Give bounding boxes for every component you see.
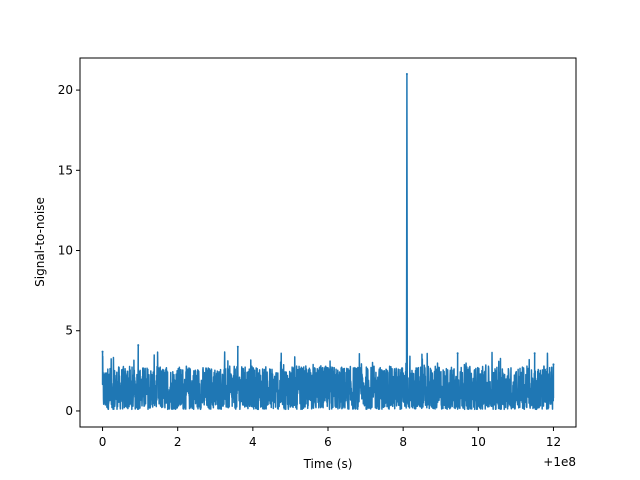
y-axis-ticks: 0 5 10 15 20 bbox=[58, 83, 80, 418]
x-tick-label: 12 bbox=[546, 435, 561, 449]
x-tick-label: 10 bbox=[471, 435, 486, 449]
x-axis-ticks: 0 2 4 6 8 10 12 bbox=[99, 427, 561, 449]
y-tick-label: 5 bbox=[65, 324, 73, 338]
x-axis-label: Time (s) bbox=[303, 457, 353, 471]
x-tick-label: 4 bbox=[249, 435, 257, 449]
y-axis-label: Signal-to-noise bbox=[33, 197, 47, 287]
data-point bbox=[236, 345, 239, 348]
data-point bbox=[456, 352, 459, 355]
plot-area bbox=[101, 73, 555, 411]
data-point bbox=[101, 350, 104, 353]
x-tick-label: 6 bbox=[324, 435, 332, 449]
data-point bbox=[533, 352, 536, 355]
y-tick-label: 20 bbox=[58, 83, 73, 97]
y-tick-label: 10 bbox=[58, 244, 73, 258]
x-tick-label: 8 bbox=[399, 435, 407, 449]
y-tick-label: 15 bbox=[58, 163, 73, 177]
x-axis-offset-label: +1e8 bbox=[543, 455, 576, 469]
series-line bbox=[101, 73, 555, 411]
data-point bbox=[137, 344, 140, 347]
x-tick-label: 0 bbox=[99, 435, 107, 449]
y-tick-label: 0 bbox=[65, 404, 73, 418]
data-point bbox=[405, 73, 408, 76]
x-tick-label: 2 bbox=[174, 435, 182, 449]
data-point bbox=[552, 363, 555, 366]
